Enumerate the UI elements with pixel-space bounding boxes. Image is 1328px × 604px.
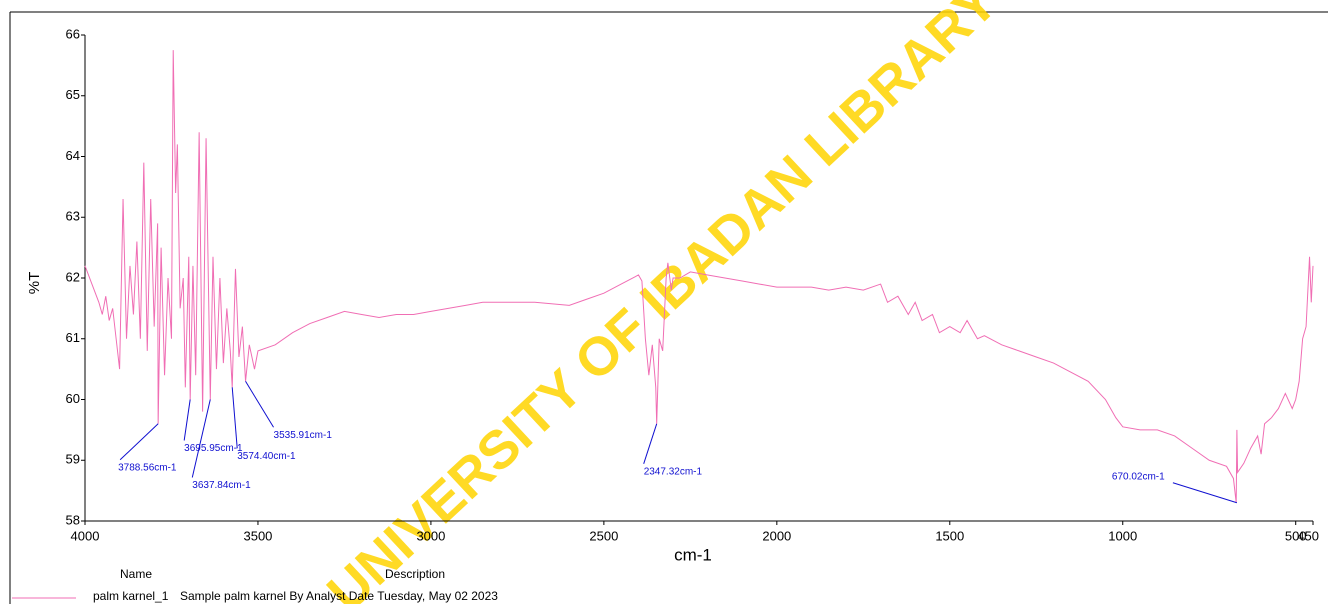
x-tick-label: 1500 — [935, 528, 964, 543]
x-tick-label: 3500 — [243, 528, 272, 543]
y-tick-label: 60 — [66, 391, 80, 406]
annotation-leader — [231, 387, 238, 449]
y-tick-label: 61 — [66, 330, 80, 345]
annotation-leader — [245, 381, 274, 428]
watermark: UNIVERSITY OF IBADAN LIBRARY — [316, 0, 1009, 604]
y-tick-label: 62 — [66, 269, 80, 284]
y-tick-label: 66 — [66, 26, 80, 41]
y-tick-label: 65 — [66, 87, 80, 102]
x-tick-label: 4000 — [71, 528, 100, 543]
legend-header: Name — [120, 567, 152, 581]
annotation-leader — [1172, 482, 1238, 504]
legend-header: Description — [385, 567, 445, 581]
annotation-leader — [119, 423, 159, 461]
y-tick-label: 64 — [66, 148, 80, 163]
x-tick-label: 450 — [1297, 528, 1319, 543]
x-tick-label: 2000 — [762, 528, 791, 543]
annotation-label: 3535.91cm-1 — [274, 430, 333, 441]
x-tick-label: 1000 — [1108, 528, 1137, 543]
annotation-label: 3695.95cm-1 — [184, 443, 243, 454]
y-tick-label: 59 — [66, 452, 80, 467]
annotation-label: 3574.40cm-1 — [237, 451, 296, 462]
annotation-label: 670.02cm-1 — [1112, 471, 1165, 482]
y-axis-label: %T — [26, 272, 43, 295]
annotation-label: 3637.84cm-1 — [192, 480, 251, 491]
legend-description: Sample palm karnel By Analyst Date Tuesd… — [180, 589, 498, 603]
x-axis-label: cm-1 — [674, 545, 712, 564]
x-tick-label: 3000 — [416, 528, 445, 543]
annotation-leader — [183, 399, 191, 441]
legend-name: palm karnel_1 — [93, 589, 169, 603]
spectrum-line — [84, 50, 1314, 503]
annotation-label: 2347.32cm-1 — [644, 466, 703, 477]
y-tick-label: 63 — [66, 209, 80, 224]
y-tick-label: 58 — [66, 512, 80, 527]
x-tick-label: 500 — [1285, 528, 1307, 543]
annotation-leader — [643, 423, 658, 464]
x-tick-label: 2500 — [589, 528, 618, 543]
annotation-leader — [191, 399, 211, 478]
annotation-label: 3788.56cm-1 — [118, 462, 177, 473]
